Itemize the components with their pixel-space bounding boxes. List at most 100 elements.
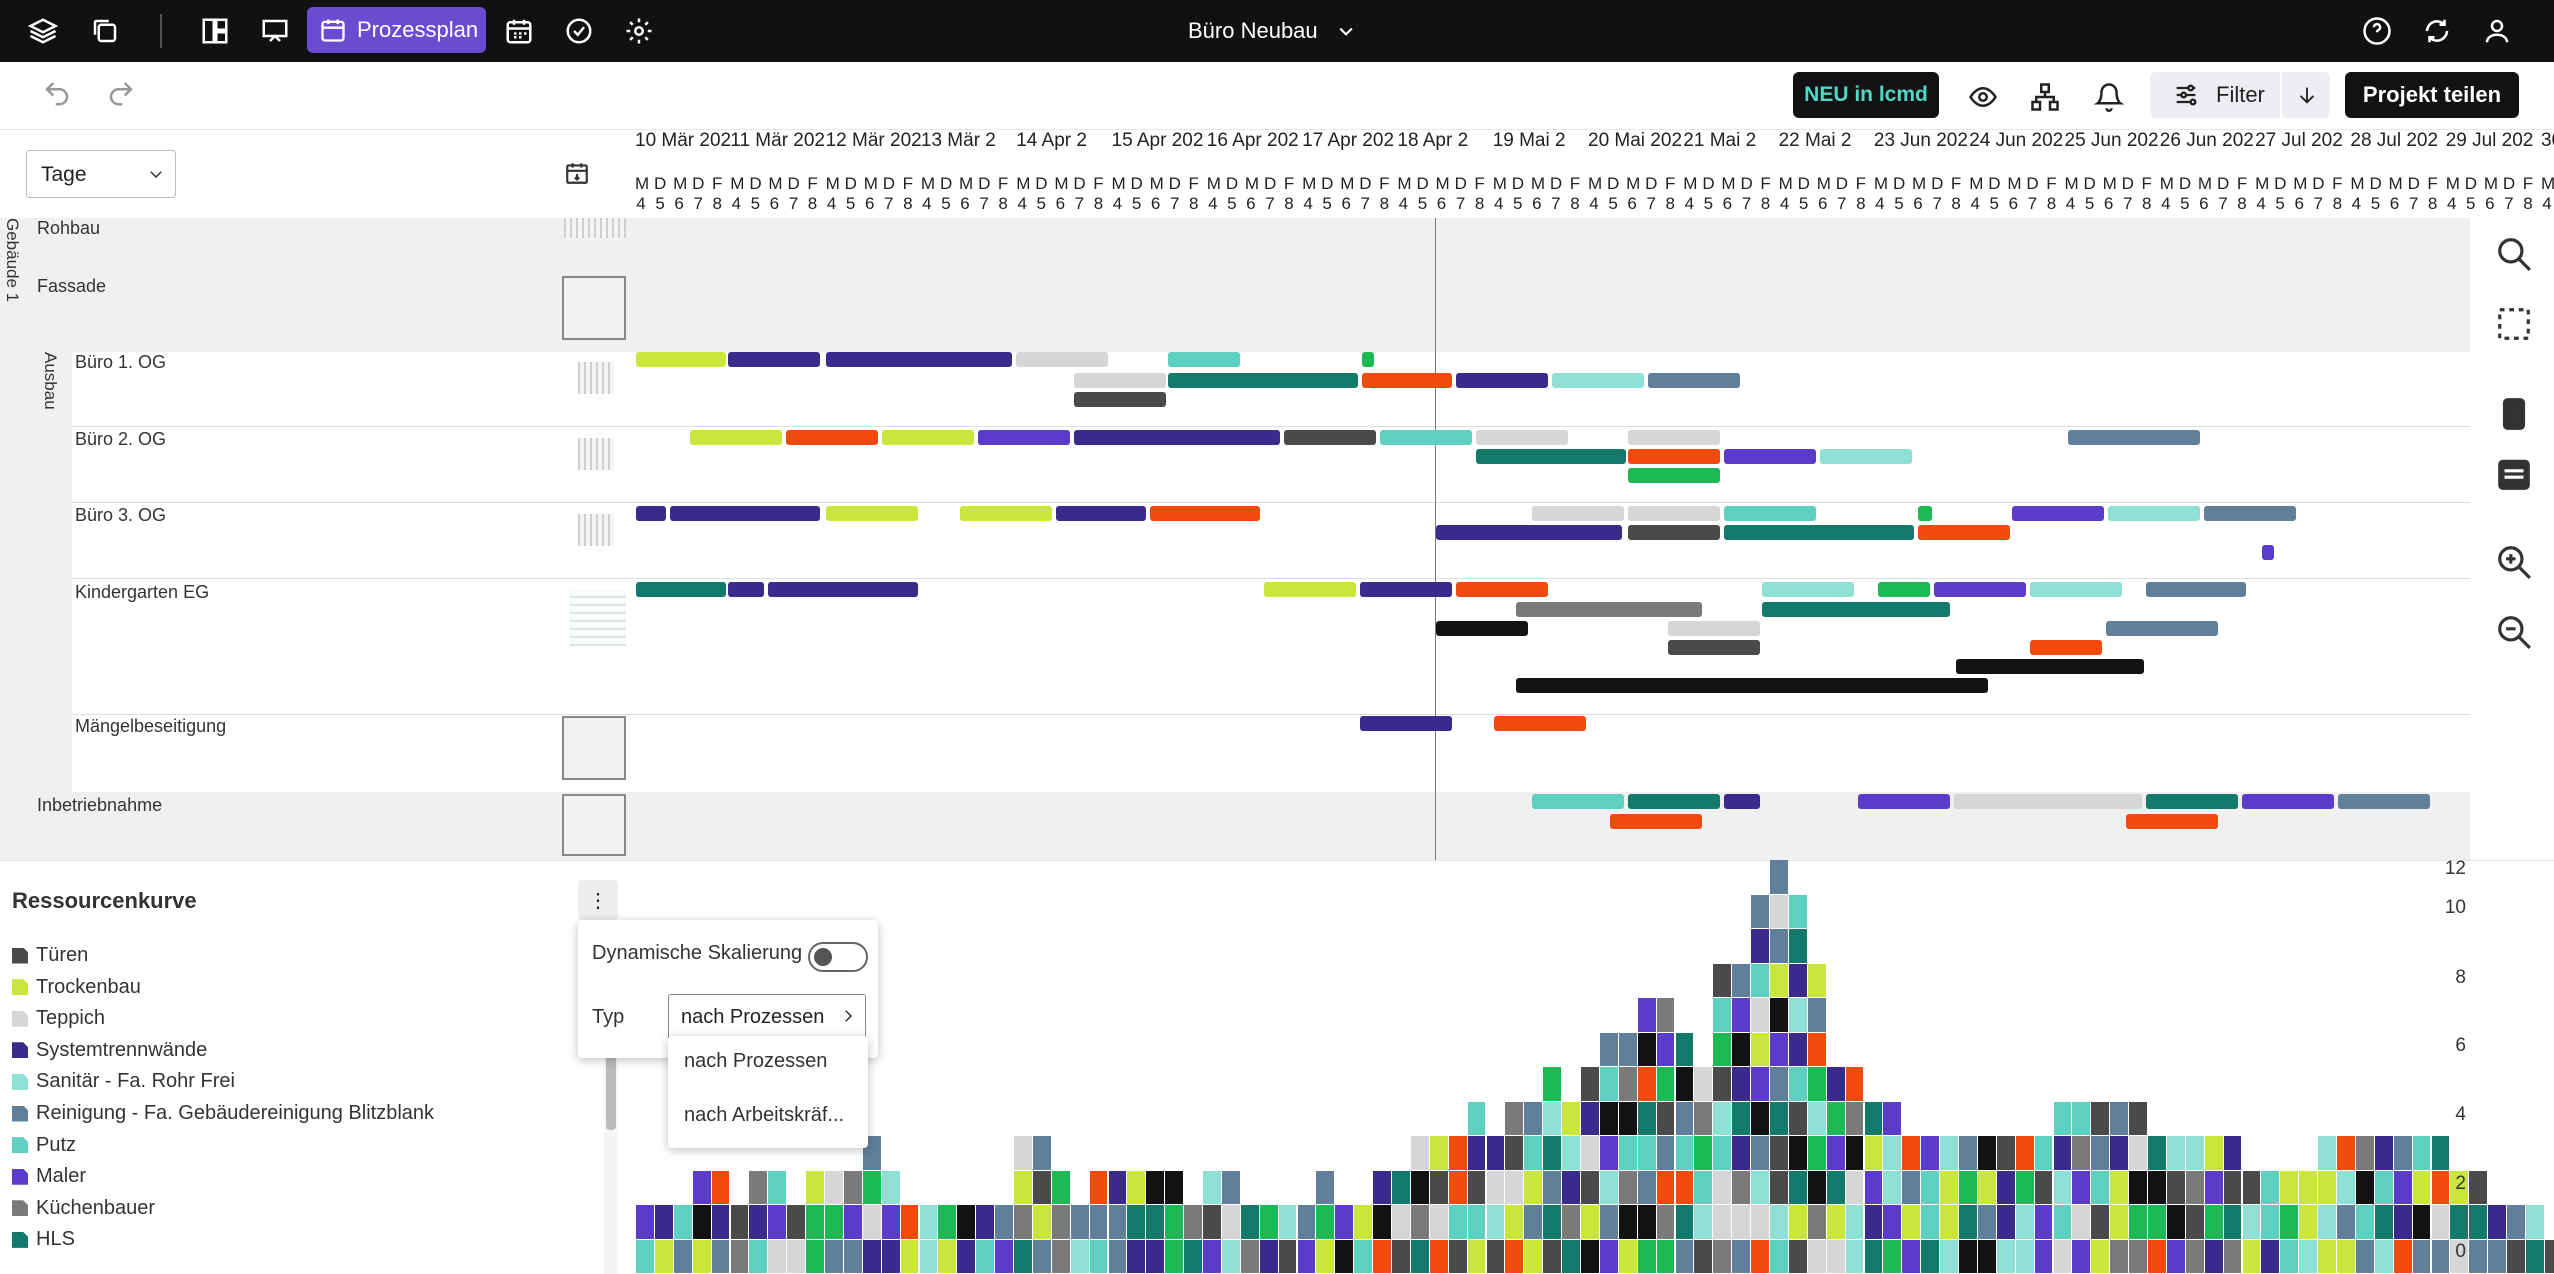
row-label-buero1[interactable]: Büro 1. OG xyxy=(75,352,167,372)
bell-icon[interactable] xyxy=(2090,78,2128,116)
process-bar[interactable] xyxy=(1168,352,1240,367)
legend-item[interactable]: Systemtrennwände xyxy=(12,1039,207,1062)
legend-item[interactable]: Maler xyxy=(12,1165,86,1188)
process-bar[interactable] xyxy=(1762,582,1854,597)
plan-thumbnail[interactable] xyxy=(564,218,626,238)
process-bar[interactable] xyxy=(1724,506,1816,521)
process-bar[interactable] xyxy=(636,582,726,597)
share-project-button[interactable]: Projekt teilen xyxy=(2345,72,2519,118)
process-bar[interactable] xyxy=(2126,814,2218,829)
process-bar[interactable] xyxy=(2204,506,2296,521)
process-bar[interactable] xyxy=(728,582,764,597)
process-bar[interactable] xyxy=(1762,602,1950,617)
calendar-view-icon[interactable] xyxy=(2492,452,2536,496)
plan-thumbnail[interactable] xyxy=(570,590,626,646)
row-label-inbetrieb[interactable]: Inbetriebnahme xyxy=(37,795,163,815)
selection-icon[interactable] xyxy=(2492,302,2536,346)
process-bar[interactable] xyxy=(1918,525,2010,540)
layers-icon[interactable] xyxy=(24,12,62,50)
legend-item[interactable]: Sanitär - Fa. Rohr Frei xyxy=(12,1070,235,1093)
type-option[interactable]: nach Prozessen xyxy=(684,1050,828,1072)
process-bar[interactable] xyxy=(1456,582,1548,597)
help-icon[interactable] xyxy=(2358,12,2396,50)
process-bar[interactable] xyxy=(1074,392,1166,407)
process-bar[interactable] xyxy=(768,582,918,597)
process-bar[interactable] xyxy=(1168,373,1358,388)
process-bar[interactable] xyxy=(2242,794,2334,809)
type-option[interactable]: nach Arbeitskräf... xyxy=(684,1104,845,1126)
process-bar[interactable] xyxy=(1380,430,1472,445)
row-label-buero2[interactable]: Büro 2. OG xyxy=(75,429,167,449)
process-bar[interactable] xyxy=(960,506,1052,521)
process-bar[interactable] xyxy=(1628,449,1720,464)
time-scale-select[interactable]: Tage xyxy=(26,150,176,198)
process-bar[interactable] xyxy=(636,506,666,521)
process-bar[interactable] xyxy=(2012,506,2104,521)
process-bar[interactable] xyxy=(1476,430,1568,445)
presentation-icon[interactable] xyxy=(256,12,294,50)
process-bar[interactable] xyxy=(1360,716,1452,731)
row-label-buero3[interactable]: Büro 3. OG xyxy=(75,505,167,525)
dynamic-scaling-toggle[interactable] xyxy=(808,942,868,972)
process-bar[interactable] xyxy=(2146,794,2238,809)
filter-button[interactable]: Filter xyxy=(2150,72,2330,118)
process-bar[interactable] xyxy=(670,506,820,521)
copy-icon[interactable] xyxy=(86,12,124,50)
process-bar[interactable] xyxy=(1668,621,1760,636)
type-select[interactable]: nach Prozessen xyxy=(668,994,866,1040)
gear-icon[interactable] xyxy=(620,12,658,50)
legend-item[interactable]: Trockenbau xyxy=(12,976,141,999)
process-bar[interactable] xyxy=(1056,506,1146,521)
process-bar[interactable] xyxy=(2338,794,2430,809)
legend-item[interactable]: Türen xyxy=(12,944,88,967)
process-bar[interactable] xyxy=(1516,678,1988,693)
process-bar[interactable] xyxy=(1360,582,1452,597)
process-bar[interactable] xyxy=(1494,716,1586,731)
zoom-out-icon[interactable] xyxy=(2492,610,2536,654)
eye-icon[interactable] xyxy=(1964,78,2002,116)
legend-item[interactable]: Küchenbauer xyxy=(12,1197,155,1220)
process-bar[interactable] xyxy=(1628,525,1720,540)
nav-prozessplan[interactable]: Prozessplan xyxy=(307,7,486,53)
process-bar[interactable] xyxy=(1858,794,1950,809)
empty-thumbnail[interactable] xyxy=(562,716,626,780)
process-bar[interactable] xyxy=(1436,621,1528,636)
process-bar[interactable] xyxy=(826,506,918,521)
search-icon[interactable] xyxy=(2492,232,2536,276)
process-bar[interactable] xyxy=(1016,352,1108,367)
plan-thumbnail[interactable] xyxy=(578,438,614,470)
process-bar[interactable] xyxy=(1264,582,1356,597)
calendar-jump-icon[interactable] xyxy=(558,154,596,192)
process-bar[interactable] xyxy=(1954,794,2142,809)
hierarchy-icon[interactable] xyxy=(2026,78,2064,116)
calendar-grid-icon[interactable] xyxy=(500,12,538,50)
legend-item[interactable]: Putz xyxy=(12,1134,76,1157)
bookmark-icon[interactable] xyxy=(2492,392,2536,436)
row-label-maengel[interactable]: Mängelbeseitigung xyxy=(75,716,227,736)
process-bar[interactable] xyxy=(1956,659,2144,674)
process-bar[interactable] xyxy=(1724,525,1914,540)
empty-thumbnail[interactable] xyxy=(562,276,626,340)
process-bar[interactable] xyxy=(1456,373,1548,388)
project-title-dropdown[interactable]: Büro Neubau xyxy=(1188,18,1356,44)
process-bar[interactable] xyxy=(636,352,726,367)
process-bar[interactable] xyxy=(1516,602,1702,617)
refresh-icon[interactable] xyxy=(2418,12,2456,50)
legend-item[interactable]: Teppich xyxy=(12,1007,105,1030)
process-bar[interactable] xyxy=(1532,794,1624,809)
process-bar[interactable] xyxy=(1724,449,1816,464)
row-label-rohbau[interactable]: Rohbau xyxy=(37,218,101,238)
zoom-in-icon[interactable] xyxy=(2492,540,2536,584)
process-bar[interactable] xyxy=(2108,506,2200,521)
neu-in-lcmd-button[interactable]: NEU in lcmd xyxy=(1793,72,1939,118)
empty-thumbnail[interactable] xyxy=(562,794,626,856)
process-bar[interactable] xyxy=(1552,373,1644,388)
dashboard-icon[interactable] xyxy=(196,12,234,50)
plan-thumbnail[interactable] xyxy=(578,362,614,394)
process-bar[interactable] xyxy=(2146,582,2246,597)
more-options-icon[interactable]: ⋮ xyxy=(578,880,618,920)
process-bar[interactable] xyxy=(1532,506,1624,521)
check-circle-icon[interactable] xyxy=(560,12,598,50)
process-bar[interactable] xyxy=(1628,506,1720,521)
process-bar[interactable] xyxy=(1074,373,1166,388)
